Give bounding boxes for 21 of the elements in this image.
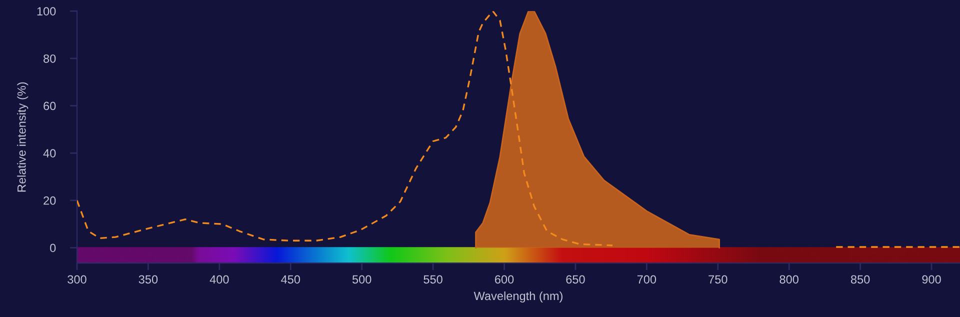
- y-tick-label: 0: [50, 244, 56, 252]
- x-axis-title: Wavelength (nm): [474, 291, 562, 302]
- y-axis-title: Relative intensity (%): [17, 82, 28, 192]
- y-tick-label: 40: [43, 149, 56, 158]
- x-tick-label: 850: [850, 275, 870, 284]
- x-tick-label: 700: [637, 275, 656, 284]
- x-tick-label: 600: [495, 275, 514, 284]
- x-tick-label: 400: [210, 275, 229, 284]
- y-tick-label: 20: [44, 196, 56, 205]
- y-tick-label: 100: [37, 7, 56, 16]
- x-tick-label: 450: [281, 275, 300, 284]
- x-tick-label: 550: [424, 275, 442, 284]
- x-tick-label: 300: [68, 275, 86, 284]
- x-tick-label: 900: [922, 275, 941, 284]
- x-tick-label: 750: [708, 275, 728, 284]
- x-tick-label: 800: [780, 275, 798, 284]
- y-tick-label: 60: [44, 102, 56, 110]
- x-tick-label: 350: [138, 275, 158, 284]
- x-tick-label: 650: [566, 275, 585, 284]
- y-tick-label: 80: [44, 54, 56, 63]
- x-tick-label: 500: [352, 275, 372, 284]
